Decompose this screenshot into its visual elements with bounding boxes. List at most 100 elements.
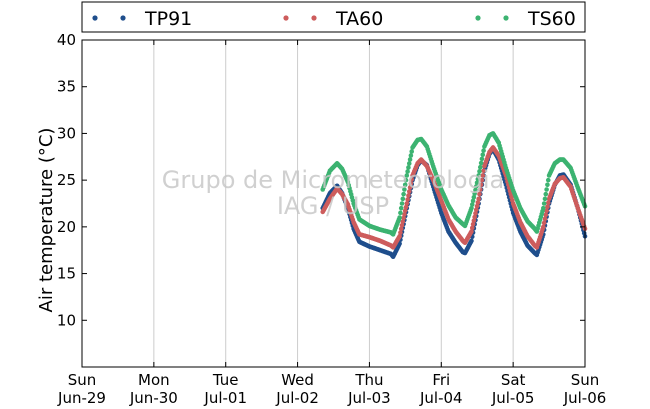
data-point bbox=[400, 219, 406, 224]
data-point bbox=[401, 191, 406, 197]
data-point bbox=[402, 208, 408, 214]
data-point bbox=[542, 216, 548, 222]
x-tick-label-day: Fri bbox=[432, 371, 450, 389]
data-point bbox=[545, 182, 550, 188]
x-tick-label-day: Sun bbox=[571, 371, 600, 389]
data-point bbox=[402, 212, 407, 217]
data-point bbox=[481, 168, 486, 174]
data-point bbox=[545, 204, 550, 210]
x-tick-label-day: Mon bbox=[138, 371, 170, 389]
data-point bbox=[479, 156, 485, 162]
legend-box bbox=[81, 1, 586, 33]
data-point bbox=[477, 164, 483, 170]
legend-entry-ta60: TA60 bbox=[283, 8, 383, 30]
legend-marker-tp91-b bbox=[120, 15, 126, 21]
data-point bbox=[402, 187, 407, 192]
x-axis: SunJun-29MonJun-30TueJul-01WedJul-02ThuJ… bbox=[57, 40, 606, 407]
x-tick-label-date: Jun-29 bbox=[57, 389, 106, 407]
x-tick-label-day: Sat bbox=[501, 371, 526, 389]
x-tick-label-day: Wed bbox=[281, 371, 314, 389]
data-point bbox=[407, 185, 413, 190]
data-point bbox=[406, 189, 412, 194]
data-point bbox=[472, 191, 477, 196]
data-point bbox=[480, 173, 486, 178]
data-point bbox=[476, 196, 481, 202]
legend-label-tp91: TP91 bbox=[144, 8, 192, 30]
data-point bbox=[409, 149, 415, 154]
x-tick-label-date: Jul-04 bbox=[419, 389, 463, 407]
data-point bbox=[470, 198, 476, 204]
data-point bbox=[471, 218, 477, 223]
x-tick-label-day: Thu bbox=[354, 371, 383, 389]
data-point bbox=[478, 160, 484, 166]
data-point bbox=[398, 230, 403, 235]
x-tick-label-date: Jul-05 bbox=[491, 389, 535, 407]
data-point bbox=[405, 197, 410, 202]
y-tick-label: 10 bbox=[57, 311, 76, 329]
data-point bbox=[406, 161, 412, 166]
data-point bbox=[399, 201, 405, 206]
data-point bbox=[470, 221, 476, 227]
data-point bbox=[543, 212, 549, 218]
legend-marker-ta60-b bbox=[311, 15, 317, 21]
x-tick-label-date: Jul-06 bbox=[563, 389, 607, 407]
legend-marker-tp91-a bbox=[92, 15, 98, 21]
data-point bbox=[478, 182, 484, 188]
data-point bbox=[544, 208, 549, 214]
y-tick-label: 35 bbox=[57, 78, 76, 96]
data-point bbox=[401, 215, 406, 221]
y-tick-label: 40 bbox=[57, 31, 76, 49]
data-point bbox=[469, 229, 474, 234]
legend-marker-ts60-a bbox=[475, 15, 481, 21]
legend: TP91 TA60 TS60 bbox=[92, 8, 576, 30]
data-point bbox=[480, 152, 486, 158]
data-point bbox=[477, 187, 483, 192]
data-point bbox=[474, 180, 480, 186]
data-point bbox=[398, 205, 404, 211]
plot-area-frame bbox=[81, 39, 586, 368]
data-point bbox=[403, 177, 409, 183]
series-ts60 bbox=[320, 131, 588, 237]
data-point bbox=[406, 193, 411, 198]
x-tick-label-date: Jul-03 bbox=[347, 389, 391, 407]
data-point bbox=[405, 169, 410, 174]
data-point bbox=[473, 207, 479, 213]
data-point bbox=[477, 169, 482, 174]
x-tick-label-date: Jul-02 bbox=[275, 389, 319, 407]
legend-marker-ta60-a bbox=[283, 15, 289, 21]
data-point bbox=[542, 196, 548, 202]
data-point bbox=[397, 233, 402, 239]
data-point bbox=[473, 184, 479, 189]
x-tick-label-date: Jul-01 bbox=[203, 389, 247, 407]
data-point bbox=[474, 203, 480, 209]
data-point bbox=[479, 177, 485, 183]
data-point bbox=[476, 173, 481, 178]
data-point bbox=[404, 201, 410, 206]
data-point bbox=[471, 194, 477, 200]
x-tick-label-day: Sun bbox=[68, 371, 97, 389]
data-point bbox=[402, 182, 408, 188]
y-tick-label: 25 bbox=[57, 171, 76, 189]
data-point bbox=[541, 205, 546, 211]
data-point bbox=[475, 176, 481, 182]
data-point bbox=[408, 181, 414, 186]
data-point bbox=[545, 200, 551, 206]
legend-label-ta60: TA60 bbox=[335, 8, 383, 30]
data-point bbox=[473, 211, 478, 216]
x-tick-label-day: Tue bbox=[212, 371, 239, 389]
data-point bbox=[472, 214, 477, 220]
y-tick-label: 30 bbox=[57, 124, 76, 142]
legend-marker-ts60-b bbox=[503, 15, 509, 21]
data-point bbox=[477, 191, 482, 197]
data-point bbox=[403, 204, 409, 210]
legend-entry-tp91: TP91 bbox=[92, 8, 192, 30]
data-point bbox=[400, 196, 406, 202]
data-point bbox=[473, 187, 478, 193]
data-point bbox=[408, 153, 414, 158]
data-point bbox=[469, 238, 474, 244]
data-point bbox=[398, 210, 403, 216]
legend-label-ts60: TS60 bbox=[527, 8, 576, 30]
data-point bbox=[541, 224, 546, 230]
watermark-line-1: Grupo de Micrometeorologia bbox=[162, 166, 504, 194]
